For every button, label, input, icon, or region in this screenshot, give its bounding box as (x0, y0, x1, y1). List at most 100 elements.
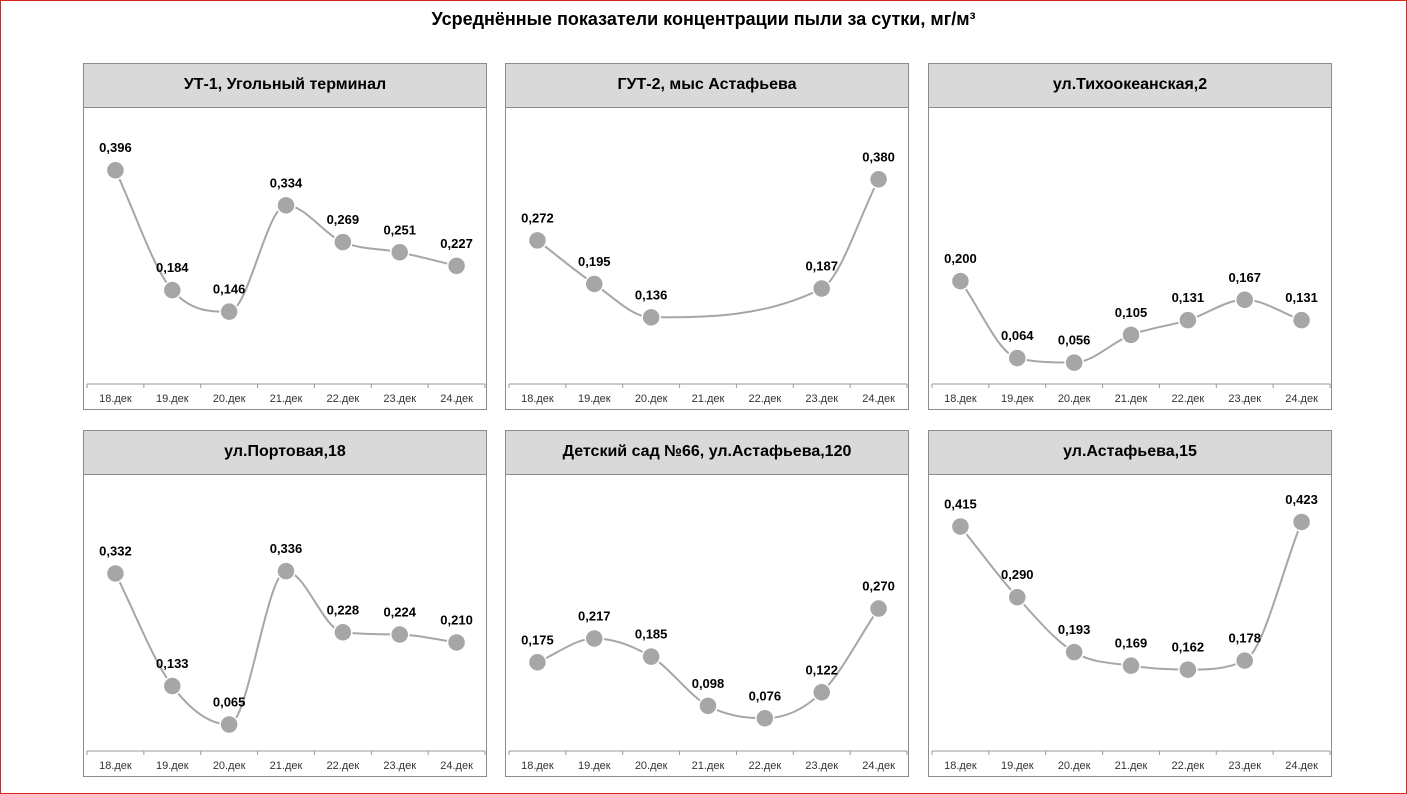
data-label: 0,187 (805, 258, 838, 273)
x-tick-label: 21.дек (692, 393, 725, 405)
panel-header: ул.Тихоокеанская,2 (929, 64, 1331, 108)
data-label: 0,270 (862, 579, 895, 594)
data-label: 0,162 (1172, 640, 1205, 655)
x-tick-label: 23.дек (805, 393, 838, 405)
x-tick-label: 20.дек (213, 393, 246, 405)
data-label: 0,185 (635, 627, 668, 642)
x-tick-label: 19.дек (156, 393, 189, 405)
panel-header: ул.Портовая,18 (84, 431, 486, 475)
data-label: 0,169 (1115, 636, 1148, 651)
data-label: 0,195 (578, 254, 611, 269)
data-label: 0,423 (1285, 492, 1318, 507)
data-point (333, 232, 353, 252)
data-label: 0,290 (1001, 567, 1034, 582)
series-line (114, 570, 457, 726)
x-tick-label: 19.дек (578, 760, 611, 772)
x-tick-label: 20.дек (1058, 393, 1091, 405)
x-tick-label: 24.дек (862, 393, 895, 405)
x-tick-label: 21.дек (692, 760, 725, 772)
chart-panel-portovaya: ул.Портовая,18 18.дек 19.дек 20.дек 21.дек 2… (83, 430, 487, 777)
data-point (105, 563, 126, 584)
chart-panel-tikhookeanskaya: ул.Тихоокеанская,2 18.дек 19.дек 20.дек 21.… (928, 63, 1332, 410)
chart-panel-ut1: УТ-1, Угольный терминал 18.дек 19.дек 20.д… (83, 63, 487, 410)
x-tick-label: 21.дек (270, 393, 303, 405)
data-label: 0,184 (156, 260, 189, 275)
x-tick-label: 22.дек (749, 393, 782, 405)
data-label: 0,332 (99, 543, 132, 558)
x-tick-label: 24.дек (440, 393, 473, 405)
data-label: 0,131 (1172, 290, 1205, 305)
x-tick-label: 22.дек (1172, 393, 1205, 405)
data-point (1121, 325, 1141, 345)
data-label: 0,272 (521, 210, 554, 225)
data-point (527, 230, 548, 251)
data-point (162, 676, 183, 696)
data-point (276, 195, 296, 216)
data-point (389, 242, 410, 263)
x-tick-label: 24.дек (862, 760, 895, 772)
chart-panel-astafyeva15: ул.Астафьева,15 18.дек 19.дек 20.дек 21.дек… (928, 430, 1332, 777)
data-label: 0,076 (749, 688, 782, 703)
data-label: 0,210 (440, 612, 473, 627)
data-point (868, 598, 889, 619)
data-label: 0,396 (99, 140, 132, 155)
data-point (641, 307, 661, 328)
x-tick-label: 21.дек (1115, 760, 1148, 772)
data-point (584, 274, 605, 294)
x-tick-label: 18.дек (521, 393, 554, 405)
data-label: 0,122 (805, 662, 838, 677)
x-tick-label: 23.дек (383, 393, 416, 405)
data-label: 0,415 (944, 496, 977, 511)
x-tick-label: 24.дек (440, 760, 473, 772)
data-label: 0,336 (270, 541, 303, 556)
x-tick-label: 23.дек (383, 760, 416, 772)
data-point (641, 646, 661, 667)
x-tick-label: 21.дек (270, 760, 303, 772)
data-point (950, 516, 971, 537)
data-label: 0,228 (327, 602, 360, 617)
line-chart: 18.дек 19.дек 20.дек 21.дек 22.дек 23.дек 24.д… (931, 492, 1331, 772)
data-point (1064, 352, 1084, 373)
x-tick-label: 19.дек (1001, 393, 1034, 405)
data-point (811, 682, 832, 703)
data-point (1007, 587, 1028, 607)
x-tick-label: 18.дек (99, 760, 132, 772)
x-tick-label: 19.дек (156, 760, 189, 772)
data-label: 0,064 (1001, 328, 1034, 343)
data-label: 0,146 (213, 282, 246, 297)
x-tick-label: 20.дек (635, 393, 668, 405)
data-point (446, 632, 467, 653)
x-tick-label: 22.дек (327, 393, 360, 405)
x-tick-label: 23.дек (805, 760, 838, 772)
data-point (1234, 290, 1255, 310)
data-point (333, 622, 353, 643)
data-point (1291, 512, 1312, 532)
x-tick-label: 23.дек (1228, 760, 1261, 772)
panel-title: ул.Тихоокеанская,2 (1052, 76, 1208, 93)
data-point (389, 624, 410, 645)
data-point (276, 561, 296, 581)
panel-title: ул.Астафьева,15 (1063, 443, 1197, 460)
x-tick-label: 18.дек (944, 393, 977, 405)
x-tick-label: 18.дек (944, 760, 977, 772)
data-point (868, 169, 889, 190)
x-tick-label: 20.дек (635, 760, 668, 772)
data-label: 0,136 (635, 287, 668, 302)
data-point (584, 628, 605, 649)
data-label: 0,227 (440, 236, 473, 251)
x-tick-label: 19.дек (578, 393, 611, 405)
x-tick-label: 21.дек (1115, 393, 1148, 405)
data-label: 0,105 (1115, 305, 1148, 320)
chart-panel-gut2: ГУТ-2, мыс Астафьева 18.дек 19.дек 20.дек 2… (505, 63, 909, 410)
data-label: 0,178 (1228, 631, 1261, 646)
data-point (1007, 348, 1028, 368)
x-tick-label: 19.дек (1001, 760, 1034, 772)
panel-title: ул.Портовая,18 (224, 443, 346, 460)
data-label: 0,131 (1285, 290, 1318, 305)
panel-title: УТ-1, Угольный терминал (183, 76, 387, 93)
x-tick-label: 18.дек (99, 393, 132, 405)
data-point (527, 652, 548, 673)
x-tick-label: 20.дек (213, 760, 246, 772)
data-point (755, 708, 775, 729)
report-title: Усреднённые показатели концентрации пыли… (431, 9, 976, 29)
